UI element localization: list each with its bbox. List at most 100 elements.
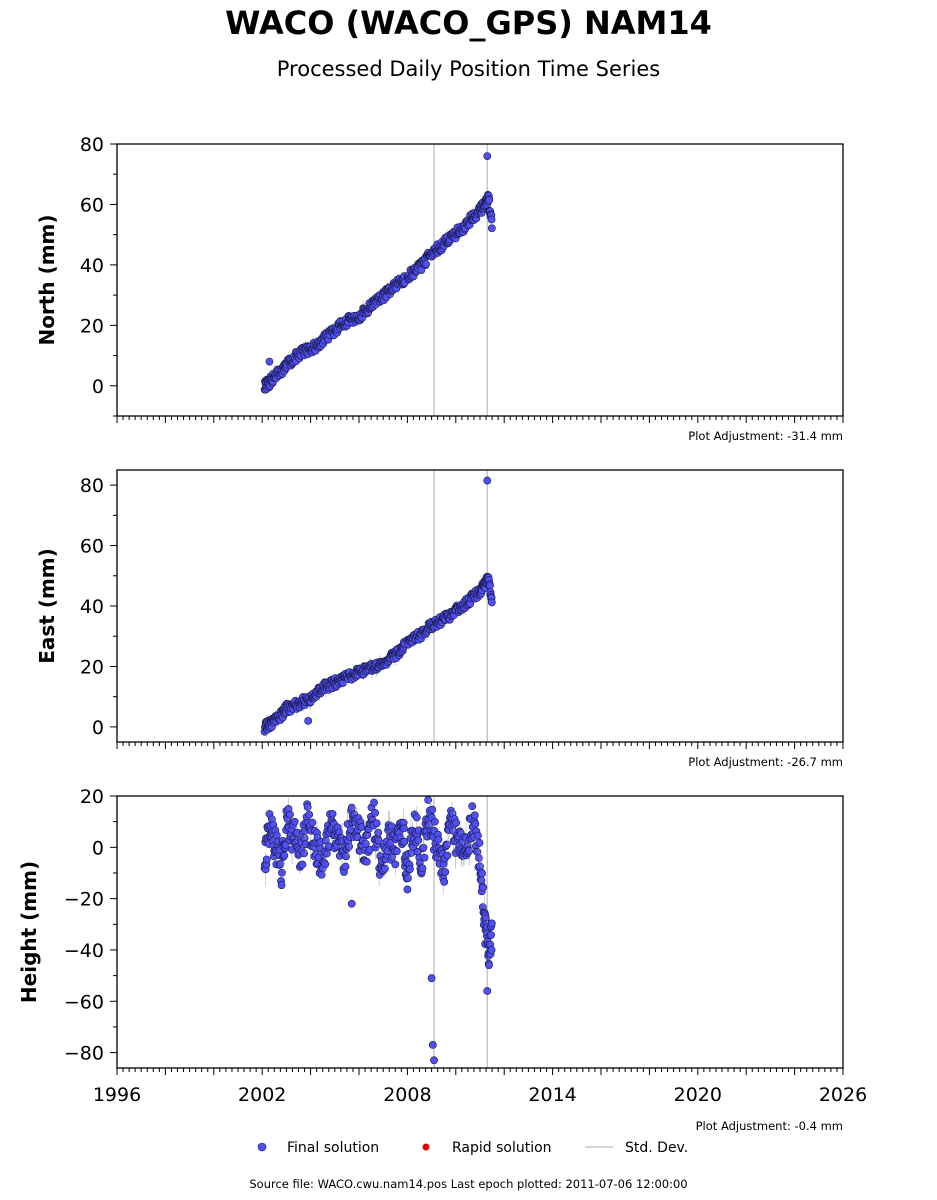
data-point [485,196,494,204]
data-point [487,946,496,954]
data-point [341,862,350,871]
y-tick-label: 0 [92,717,104,739]
x-tick-label: 2008 [383,1084,431,1106]
y-tick-label: 20 [80,786,104,808]
data-point [485,961,493,970]
x-tick-label: 2014 [528,1084,576,1106]
data-point [430,817,439,826]
data-point [441,868,450,876]
data-point [342,852,350,861]
y-tick-label: 60 [80,536,104,558]
data-point [465,847,474,855]
data-point [298,860,307,869]
data-point [471,820,480,828]
data-point [452,818,461,827]
y-axis-title: North (mm) [35,214,59,345]
outlier-point [265,357,274,366]
legend-std-label: Std. Dev. [625,1140,688,1156]
y-tick-label: 20 [80,656,104,678]
data-point [419,843,428,852]
panel-3: −80 −60 −40 −20 0 20 1996 2002 2008 2014 2020 2026 H… [17,786,867,1133]
data-point [406,865,414,873]
y-axis-title: Height (mm) [17,861,41,1003]
data-point [372,819,381,828]
data-point [420,853,429,862]
data-point [414,836,423,845]
data-point [478,869,486,878]
data-point [400,837,409,846]
chart-subtitle: Processed Daily Position Time Series [276,57,661,81]
y-tick-label: 60 [80,194,104,216]
data-point [475,854,483,862]
data-point [487,224,496,233]
data-point [468,802,477,811]
y-tick-label: 0 [92,837,104,859]
data-point [381,864,389,873]
data-point [392,847,401,856]
data-point [374,836,383,845]
data-point [280,851,289,860]
legend-final-marker [257,1142,267,1152]
data-point [305,810,314,819]
y-tick-label: −40 [64,940,104,962]
data-point [277,881,286,890]
data-point [428,805,437,814]
data-point [479,883,488,892]
data-point [290,817,299,826]
chart-title: WACO (WACO_GPS) NAM14 [225,4,712,42]
data-point [424,796,433,804]
data-point [321,860,330,869]
outlier-point [483,987,492,995]
y-tick-label: −80 [64,1043,104,1065]
panel-2: 0 20 40 60 80 East (mm) Plot Adjustment: -26.7… [35,469,844,769]
source-file-text: Source file: WACO.cwu.nam14.pos Last epo… [249,1177,687,1191]
x-tick-label: 2002 [238,1084,286,1106]
data-point [286,810,294,819]
legend-final-label: Final solution [287,1140,379,1156]
y-tick-label: 80 [80,475,104,497]
data-point [440,877,449,886]
outlier-point [304,716,313,725]
data-point [303,803,312,812]
data-point [371,808,379,817]
y-tick-label: 80 [80,134,104,156]
panel-1: 0 20 40 60 80 North (mm) Plot Adjustment: -31.… [35,134,844,443]
x-tick-label: 1996 [93,1084,141,1106]
outlier-point [427,974,436,983]
data-point [404,874,412,883]
plot-frame [116,469,844,743]
data-point [391,860,400,869]
plot-frame [116,143,844,417]
outlier-point [483,152,492,160]
outlier-point [347,899,356,908]
data-point [400,824,408,833]
data-point [361,839,370,848]
data-point [328,810,337,818]
data-point [486,581,494,590]
y-tick-label: 40 [80,596,104,618]
data-point [370,798,378,807]
data-point [474,831,482,840]
x-tick-label: 2020 [674,1084,722,1106]
plot-adjustment-label: Plot Adjustment: -26.7 mm [688,755,843,769]
data-point [487,215,496,224]
plot-adjustment-label: Plot Adjustment: -0.4 mm [696,1119,843,1133]
outlier-point [483,476,492,485]
data-point [412,813,421,822]
data-point [443,851,452,860]
legend-rapid-label: Rapid solution [452,1140,552,1156]
data-point [347,803,356,812]
data-point [442,840,451,849]
data-point [300,849,308,858]
data-point [470,811,479,820]
legend: Final solution Rapid solution Std. Dev. [257,1140,688,1156]
outlier-point [430,1056,438,1065]
y-tick-label: 0 [92,376,104,398]
data-point [276,859,285,868]
data-point [262,855,271,864]
y-tick-label: 40 [80,255,104,277]
plot-adjustment-label: Plot Adjustment: -31.4 mm [688,429,843,443]
data-point [487,919,496,928]
data-point [308,818,317,827]
